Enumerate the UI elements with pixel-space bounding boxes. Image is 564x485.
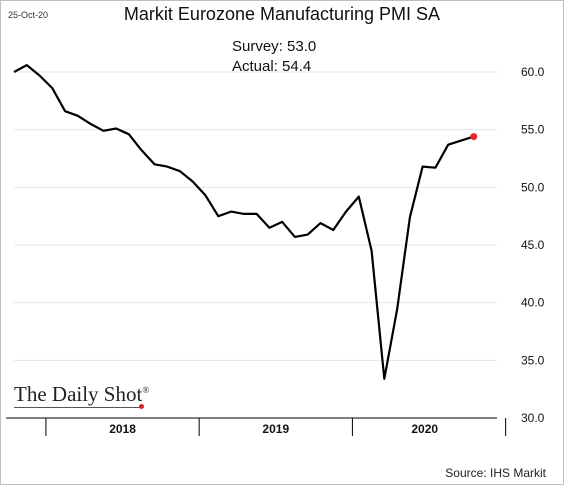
logo-dot — [139, 404, 144, 409]
logo-registered-mark: ® — [142, 385, 150, 395]
y-tick-label: 40.0 — [521, 296, 545, 310]
actual-annotation: Actual: 54.4 — [232, 58, 312, 75]
x-tick-label: 2018 — [109, 422, 136, 436]
y-tick-label: 50.0 — [521, 180, 545, 194]
survey-annotation: Survey: 53.0 — [232, 38, 317, 55]
y-tick-label: 45.0 — [521, 238, 545, 252]
date-label: 25-Oct-20 — [8, 10, 49, 20]
latest-point-marker — [470, 133, 478, 141]
daily-shot-logo: The Daily Shot® — [14, 382, 150, 409]
logo-text: The Daily Shot — [14, 382, 143, 406]
x-tick-label: 2020 — [411, 422, 438, 436]
y-tick-label: 55.0 — [521, 123, 545, 137]
y-tick-label: 60.0 — [521, 65, 545, 79]
pmi-series-line — [13, 63, 475, 380]
chart-title: Markit Eurozone Manufacturing PMI SA — [123, 4, 441, 24]
y-tick-label: 35.0 — [521, 353, 545, 367]
x-tick-label: 2019 — [262, 422, 289, 436]
source-label: Source: IHS Markit — [445, 466, 546, 480]
y-tick-label: 30.0 — [521, 411, 545, 425]
logo-underline — [14, 407, 142, 408]
